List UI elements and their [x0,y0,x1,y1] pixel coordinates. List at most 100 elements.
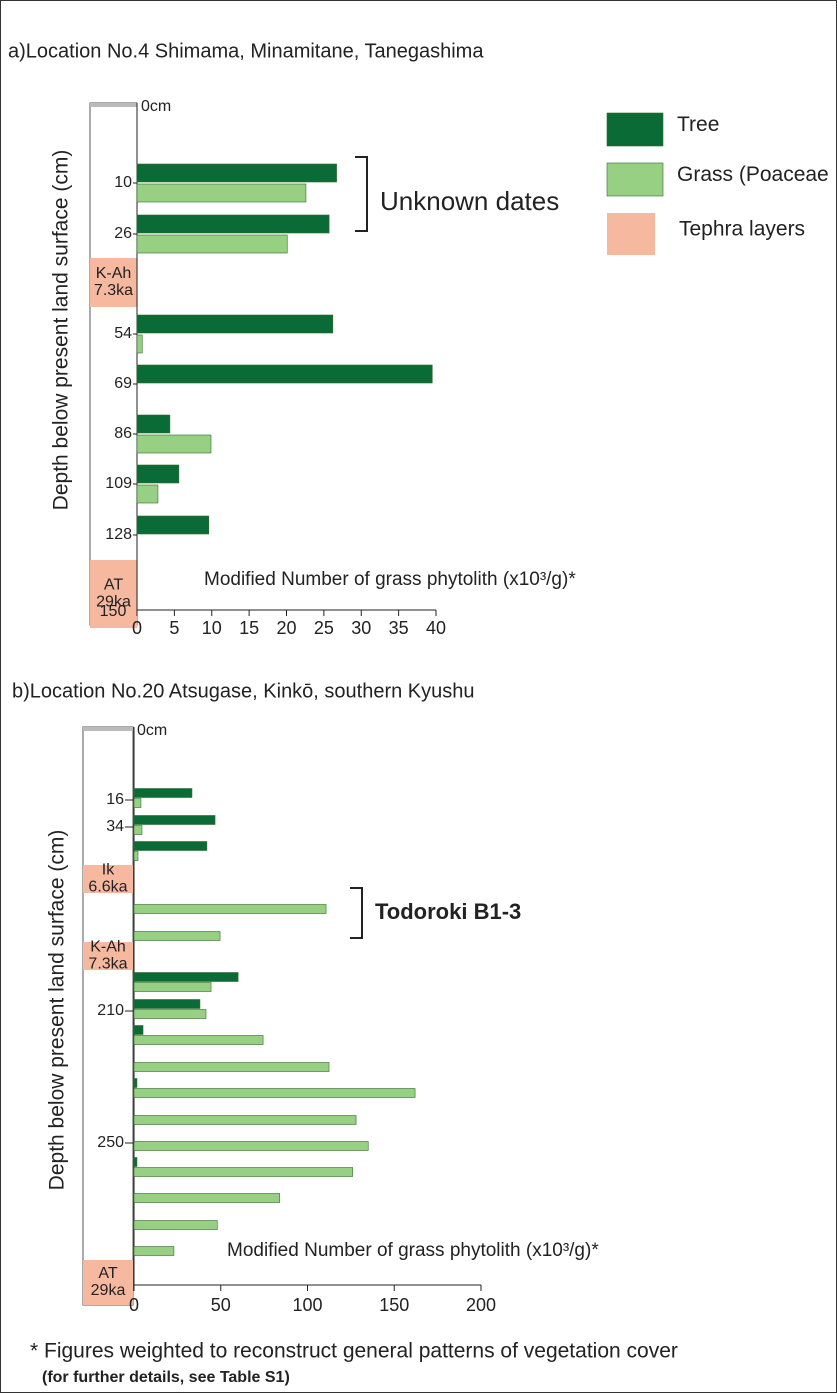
y-axis-label: Depth below present land surface (cm) [50,150,73,511]
bar [133,1078,138,1088]
tephra-label: 6.6ka [88,879,127,896]
y-tick-label: 128 [105,526,132,543]
x-axis-label: Modified Number of grass phytolith (x10³… [204,569,576,590]
bar [133,851,139,861]
x-axis-label: Modified Number of grass phytolith (x10³… [227,1240,599,1261]
y-tick-label: 69 [114,375,132,392]
footnote: * Figures weighted to reconstruct genera… [30,1340,678,1363]
tephra-layer [83,865,133,893]
legend-label: Grass (Poaceae [677,163,829,186]
x-tick-label: 25 [314,618,334,638]
x-tick-label: 40 [426,618,446,638]
x-tick-label: 35 [389,618,409,638]
surface [83,727,133,731]
y-tick-label: 109 [105,475,132,492]
bar [133,1088,416,1098]
bar [136,334,143,354]
x-tick-label: 100 [292,1295,322,1315]
y-tick-label: 210 [97,1002,124,1019]
tephra-label: Ik [102,862,115,879]
bar [133,1193,281,1203]
bar [136,163,337,183]
bar [133,1009,207,1019]
bar [136,484,159,504]
bar [133,1167,353,1177]
depth-label: 150 [100,603,127,620]
bar [133,982,212,992]
x-tick-label: 150 [379,1295,409,1315]
depth-column [82,726,134,1306]
panel-title: a)Location No.4 Shimama, Minamitane, Tan… [8,40,484,62]
x-tick-label: 20 [276,618,296,638]
x-tick-label: 5 [169,618,179,638]
bar [136,515,210,535]
bar [133,788,193,798]
y-tick-label: 16 [106,791,124,808]
bar [133,931,221,941]
tephra-layer [90,560,137,628]
bar [136,434,212,454]
legend-swatch [606,162,664,197]
bar [136,183,307,203]
y-tick-label: 250 [97,1134,124,1151]
x-tick-label: 0 [132,618,142,638]
tephra-layer [83,942,133,970]
bracket [355,156,368,232]
y-axis-label: Depth below present land surface (cm) [46,830,69,1191]
y-tick-label: 86 [114,425,132,442]
tephra-label: AT [104,577,123,594]
bar [133,1141,369,1151]
tephra-label: AT [98,1265,117,1282]
bar [133,972,239,982]
bar [133,1115,357,1125]
legend-swatch [607,213,655,255]
surface-label: 0cm [141,98,171,115]
tephra-label: 29ka [91,1282,126,1299]
x-tick-label: 10 [202,618,222,638]
y-tick-label: 10 [114,174,132,191]
x-tick-label: 30 [351,618,371,638]
bar [133,904,327,914]
bar [133,815,216,825]
legend-label: Tree [677,113,719,136]
bar [133,1246,175,1256]
bar [133,798,142,808]
bar [136,464,180,484]
bar [133,1220,218,1230]
x-tick-label: 0 [129,1295,139,1315]
legend-swatch [606,112,664,147]
annotation: Todoroki B1-3 [375,899,521,924]
tephra-label: K-Ah [96,265,132,282]
annotation: Unknown dates [380,186,559,216]
bar [133,1035,264,1045]
tephra-label: 29ka [96,594,131,611]
y-tick-label: 54 [114,325,132,342]
bar [133,841,208,851]
panel-title: b)Location No.20 Atsugase, Kinkō, southe… [12,680,475,702]
tephra-label: K-Ah [90,939,126,956]
bar [136,214,330,234]
x-tick-label: 15 [239,618,259,638]
bar [136,314,334,334]
tephra-layer [90,258,137,307]
x-tick-label: 50 [211,1295,231,1315]
tephra-label: 7.3ka [88,956,127,973]
y-tick-label: 34 [106,818,124,835]
bar [133,999,201,1009]
surface [90,103,137,107]
bar [136,234,288,254]
bar [133,1062,330,1072]
surface-label: 0cm [137,722,167,739]
x-tick-label: 200 [466,1295,496,1315]
bar [133,1157,138,1167]
tephra-label: 7.3ka [94,282,133,299]
footnote: (for further details, see Table S1) [42,1369,290,1386]
bracket [350,887,363,939]
bar [136,364,433,384]
tephra-layer [83,1260,133,1305]
y-tick-label: 26 [114,225,132,242]
bar [133,825,143,835]
bar [133,1025,144,1035]
legend-label: Tephra layers [679,218,805,241]
